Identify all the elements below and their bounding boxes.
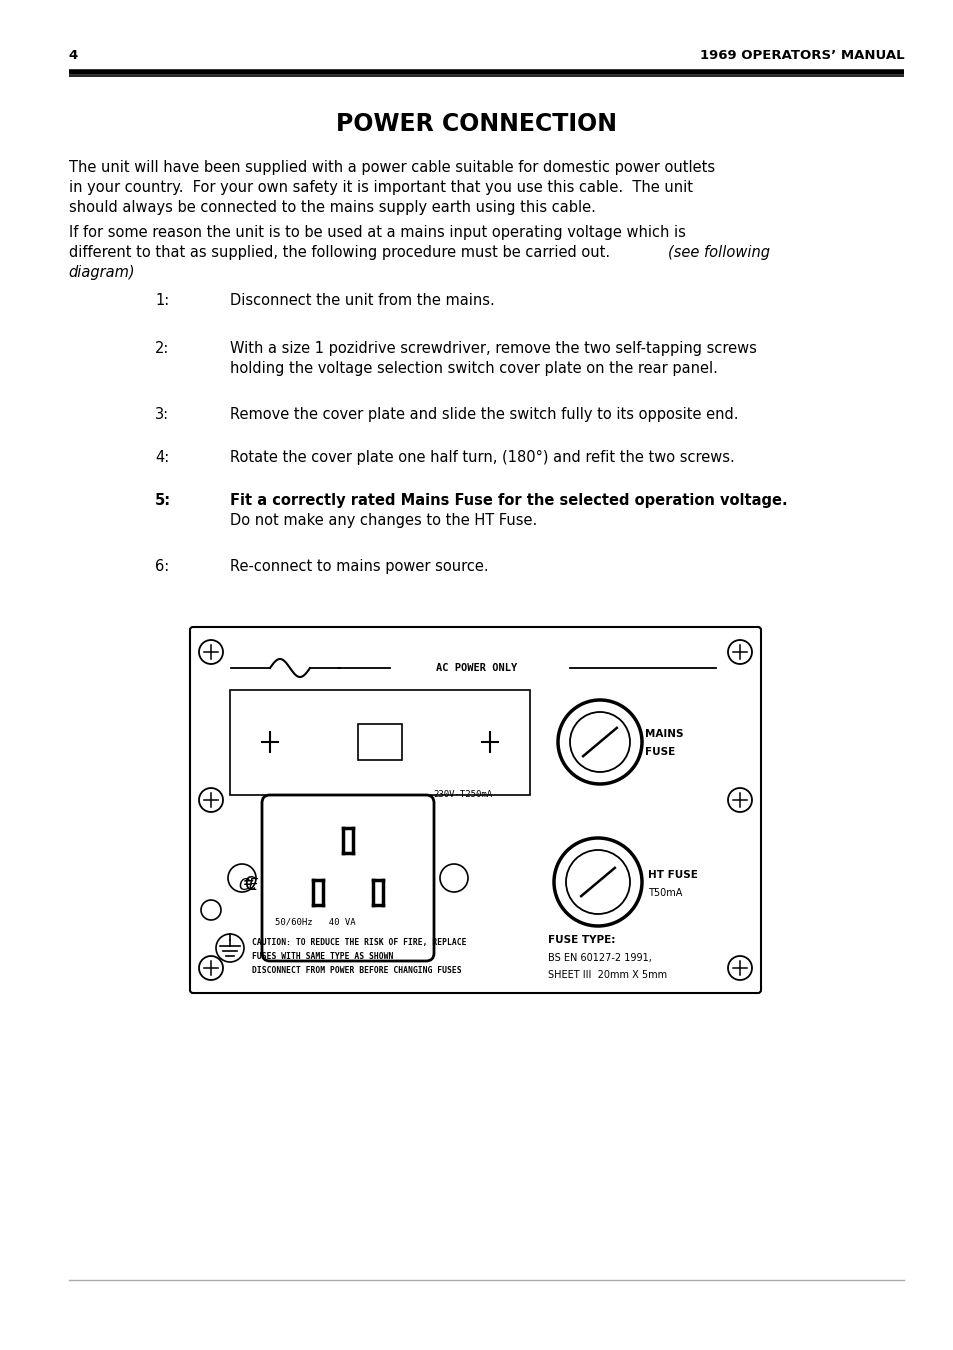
Circle shape bbox=[727, 640, 751, 664]
Circle shape bbox=[727, 956, 751, 980]
Text: With a size 1 pozidrive screwdriver, remove the two self-tapping screws: With a size 1 pozidrive screwdriver, rem… bbox=[230, 342, 756, 356]
Text: diagram): diagram) bbox=[69, 265, 135, 279]
Bar bbox=[357, 724, 401, 760]
Circle shape bbox=[201, 900, 221, 919]
Text: Do not make any changes to the HT Fuse.: Do not make any changes to the HT Fuse. bbox=[230, 513, 537, 528]
Text: 1969 OPERATORS’ MANUAL: 1969 OPERATORS’ MANUAL bbox=[700, 49, 903, 62]
Circle shape bbox=[554, 838, 641, 926]
Circle shape bbox=[558, 701, 641, 784]
Text: FUSE: FUSE bbox=[644, 747, 675, 757]
Text: The unit will have been supplied with a power cable suitable for domestic power : The unit will have been supplied with a … bbox=[69, 161, 714, 176]
Text: T50mA: T50mA bbox=[647, 888, 681, 898]
Text: should always be connected to the mains supply earth using this cable.: should always be connected to the mains … bbox=[69, 200, 595, 215]
Text: Remove the cover plate and slide the switch fully to its opposite end.: Remove the cover plate and slide the swi… bbox=[230, 406, 738, 423]
Text: POWER CONNECTION: POWER CONNECTION bbox=[336, 112, 617, 136]
Text: 4: 4 bbox=[69, 49, 78, 62]
Text: 230V-T250mA: 230V-T250mA bbox=[433, 790, 492, 799]
Circle shape bbox=[199, 956, 223, 980]
FancyBboxPatch shape bbox=[190, 626, 760, 994]
Text: 4:: 4: bbox=[154, 450, 169, 464]
Text: 2:: 2: bbox=[154, 342, 170, 356]
Text: Rotate the cover plate one half turn, (180°) and refit the two screws.: Rotate the cover plate one half turn, (1… bbox=[230, 450, 734, 464]
Text: FUSE TYPE:: FUSE TYPE: bbox=[547, 936, 615, 945]
FancyBboxPatch shape bbox=[262, 795, 434, 961]
Text: HT FUSE: HT FUSE bbox=[647, 869, 698, 880]
Text: SHEET III  20mm X 5mm: SHEET III 20mm X 5mm bbox=[547, 971, 666, 980]
Text: DISCONNECT FROM POWER BEFORE CHANGING FUSES: DISCONNECT FROM POWER BEFORE CHANGING FU… bbox=[252, 967, 461, 975]
Text: in your country.  For your own safety it is important that you use this cable.  : in your country. For your own safety it … bbox=[69, 180, 692, 194]
Text: 50/60Hz   40 VA: 50/60Hz 40 VA bbox=[274, 918, 355, 926]
Text: CAUTION: TO REDUCE THE RISK OF FIRE, REPLACE: CAUTION: TO REDUCE THE RISK OF FIRE, REP… bbox=[252, 938, 466, 946]
Text: 6:: 6: bbox=[154, 559, 169, 574]
Text: Re-connect to mains power source.: Re-connect to mains power source. bbox=[230, 559, 488, 574]
Text: If for some reason the unit is to be used at a mains input operating voltage whi: If for some reason the unit is to be use… bbox=[69, 225, 685, 240]
Circle shape bbox=[199, 788, 223, 811]
Text: FUSES WITH SAME TYPE AS SHOWN: FUSES WITH SAME TYPE AS SHOWN bbox=[252, 952, 393, 961]
Bar bbox=[230, 690, 530, 795]
Circle shape bbox=[727, 788, 751, 811]
Text: Fit a correctly rated Mains Fuse for the selected operation voltage.: Fit a correctly rated Mains Fuse for the… bbox=[230, 493, 787, 508]
Text: 5:: 5: bbox=[154, 493, 171, 508]
Circle shape bbox=[569, 711, 629, 772]
Text: MAINS: MAINS bbox=[644, 729, 682, 738]
Circle shape bbox=[215, 934, 244, 963]
Text: AC POWER ONLY: AC POWER ONLY bbox=[436, 663, 517, 674]
Text: Disconnect the unit from the mains.: Disconnect the unit from the mains. bbox=[230, 293, 495, 308]
Text: 3:: 3: bbox=[154, 406, 169, 423]
Circle shape bbox=[199, 640, 223, 664]
Text: (see following: (see following bbox=[667, 244, 769, 261]
Circle shape bbox=[439, 864, 468, 892]
Text: different to that as supplied, the following procedure must be carried out.: different to that as supplied, the follo… bbox=[69, 244, 614, 261]
Text: €: € bbox=[244, 876, 256, 895]
Text: holding the voltage selection switch cover plate on the rear panel.: holding the voltage selection switch cov… bbox=[230, 360, 717, 377]
Circle shape bbox=[228, 864, 255, 892]
Circle shape bbox=[565, 850, 629, 914]
Text: 1:: 1: bbox=[154, 293, 169, 308]
Text: BS EN 60127-2 1991,: BS EN 60127-2 1991, bbox=[547, 953, 651, 963]
Text: CE: CE bbox=[237, 878, 258, 892]
